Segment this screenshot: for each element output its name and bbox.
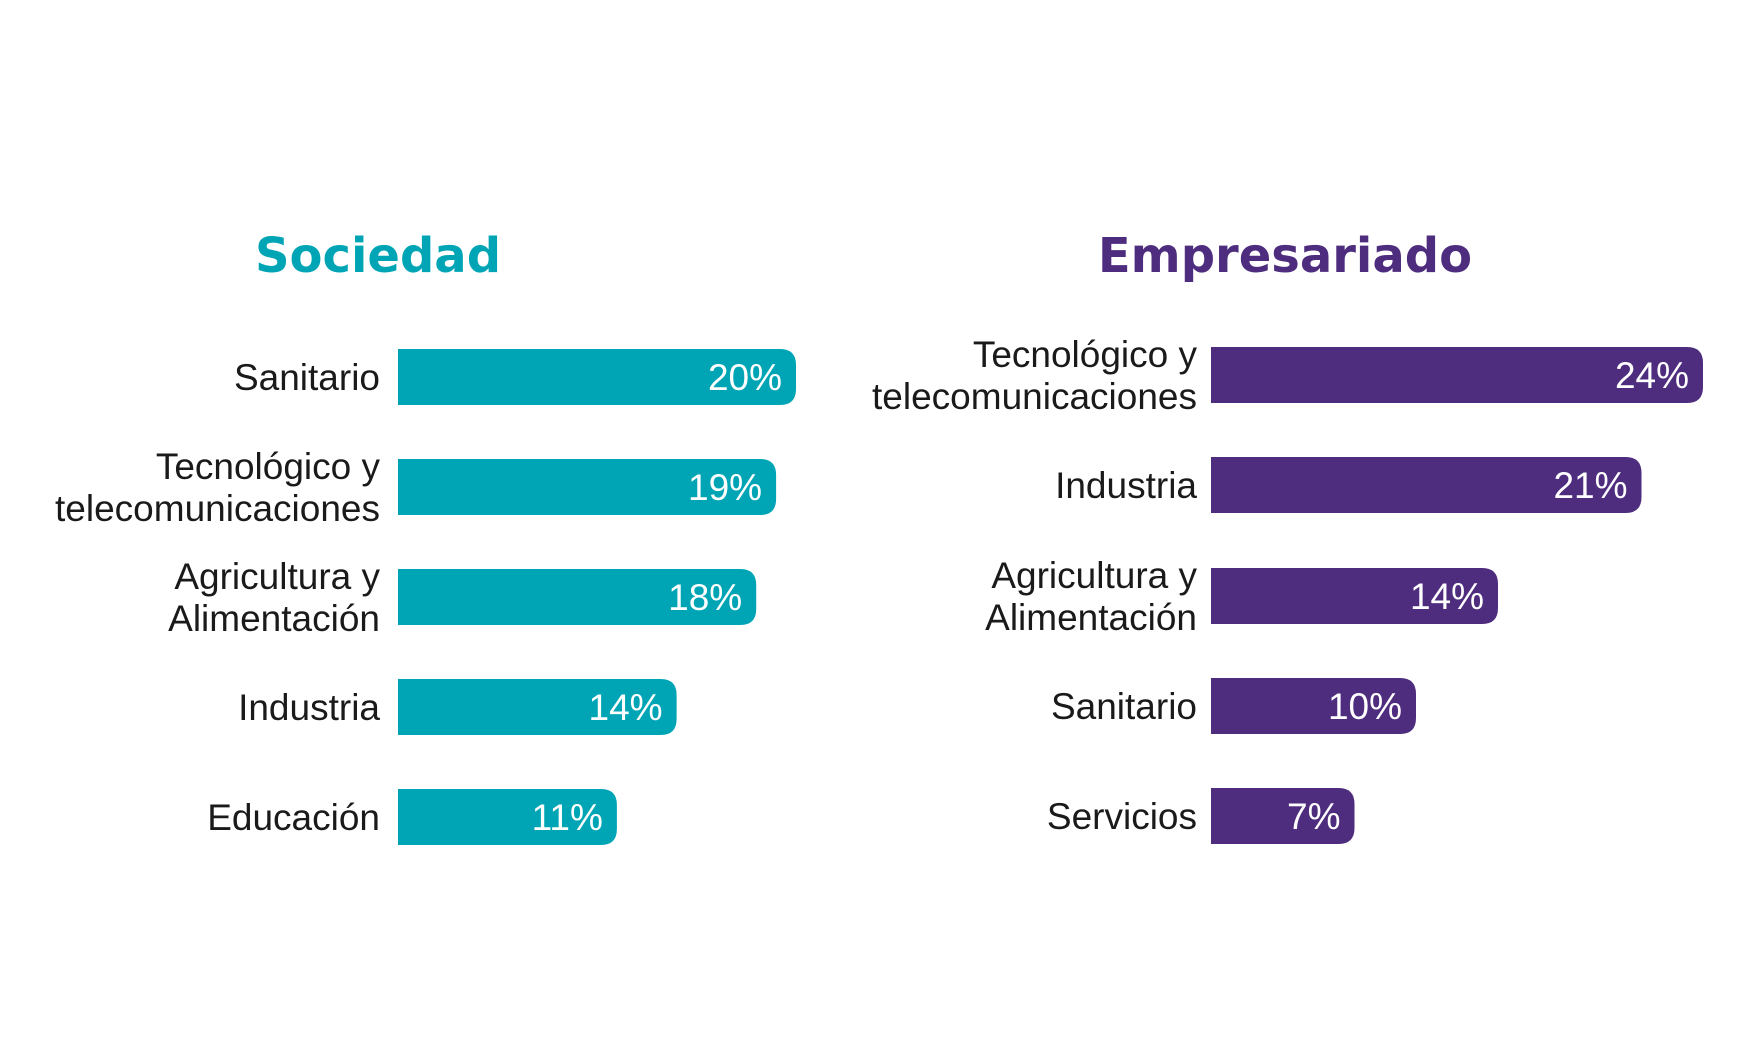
empresariado-bar-industria xyxy=(1211,457,1642,513)
sociedad-category-label-agricultura-y: Agricultura y Alimentación xyxy=(168,556,380,639)
sociedad-title: Sociedad xyxy=(255,228,501,284)
sociedad-bar-industria xyxy=(398,679,677,735)
sociedad-bar-sanitario xyxy=(398,349,796,405)
sociedad-value-label-agricultura-y: 18% xyxy=(668,577,742,618)
empresariado-category-label-agricultura-y: Agricultura y Alimentación xyxy=(985,555,1197,638)
empresariado-bar-servicios xyxy=(1211,788,1355,844)
empresariado-category-label-servicios: Servicios xyxy=(1047,796,1197,837)
empresariado-bars: 24% Tecnológico y telecomunicaciones 21% Ind… xyxy=(872,334,1703,844)
empresariado-title: Empresariado xyxy=(1098,228,1472,284)
sociedad-value-label-industria: 14% xyxy=(589,687,663,728)
empresariado-value-label-sanitario: 10% xyxy=(1328,686,1402,727)
empresariado-value-label-tecnologico-y: 24% xyxy=(1615,355,1689,396)
empresariado-bar-tecnologico-y xyxy=(1211,347,1703,403)
sociedad-bar-tecnologico-y xyxy=(398,459,777,515)
empresariado-category-label-industria: Industria xyxy=(1055,465,1197,506)
sociedad-category-label-educacion: Educación xyxy=(207,797,380,838)
empresariado-panel: Empresariado 24% Tecnológico y telecomunic… xyxy=(872,228,1703,844)
empresariado-value-label-industria: 21% xyxy=(1553,465,1627,506)
sociedad-category-label-tecnologico-y: Tecnológico y telecomunicaciones xyxy=(55,446,380,529)
sociedad-value-label-educacion: 11% xyxy=(532,797,603,838)
empresariado-category-label-sanitario: Sanitario xyxy=(1051,686,1197,727)
sociedad-bar-agricultura-y xyxy=(398,569,757,625)
empresariado-value-label-agricultura-y: 14% xyxy=(1410,576,1484,617)
empresariado-category-label-tecnologico-y: Tecnológico y telecomunicaciones xyxy=(872,334,1197,417)
sociedad-value-label-tecnologico-y: 19% xyxy=(688,467,762,508)
sociedad-bars: 20% Sanitario 19% Tecnológico y telecomunica… xyxy=(55,349,796,845)
sociedad-category-label-sanitario: Sanitario xyxy=(234,357,380,398)
empresariado-bar-agricultura-y xyxy=(1211,568,1498,624)
empresariado-bar-sanitario xyxy=(1211,678,1416,734)
sociedad-category-label-industria: Industria xyxy=(238,687,380,728)
sociedad-value-label-sanitario: 20% xyxy=(708,357,782,398)
sociedad-panel: Sociedad 20% Sanitario 19% Tecnológico y tel… xyxy=(55,228,796,845)
empresariado-value-label-servicios: 7% xyxy=(1287,796,1340,837)
sociedad-bar-educacion xyxy=(398,789,617,845)
